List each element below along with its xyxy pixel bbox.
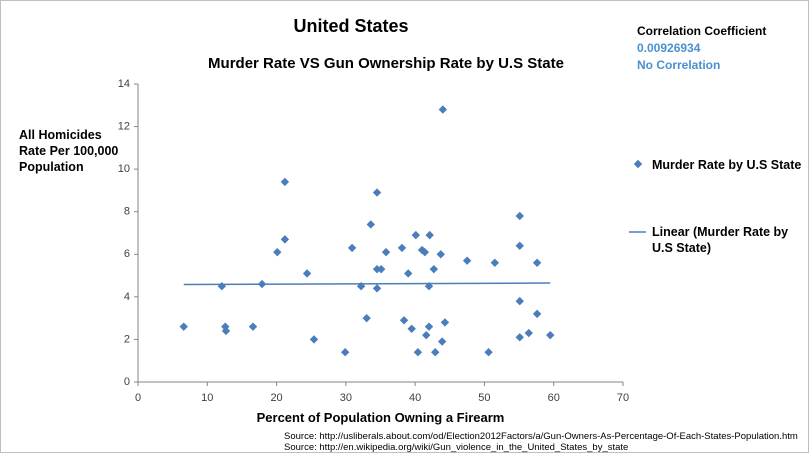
data-point xyxy=(515,211,524,221)
data-point xyxy=(515,241,524,250)
data-point xyxy=(422,330,431,340)
data-point xyxy=(280,235,290,244)
legend-label: Linear (Murder Rate by U.S State) xyxy=(652,225,789,255)
correlation-heading: Correlation Coefficient xyxy=(637,24,767,38)
source-note: Source: http://usliberals.about.com/od/E… xyxy=(284,431,798,442)
data-point xyxy=(248,322,258,331)
x-tick-label: 20 xyxy=(270,392,282,404)
data-point xyxy=(280,177,290,187)
y-tick-label: 8 xyxy=(124,206,130,218)
data-point xyxy=(372,284,382,293)
data-point xyxy=(302,269,312,278)
chart-title: United States xyxy=(293,16,409,36)
data-point xyxy=(437,337,447,346)
x-tick-label: 50 xyxy=(478,392,490,404)
legend-marker xyxy=(633,159,643,169)
legend-label: Murder Rate by U.S State xyxy=(652,158,802,172)
correlation-verdict: No Correlation xyxy=(637,58,721,72)
y-tick-label: 2 xyxy=(124,333,130,345)
data-point xyxy=(438,105,448,114)
chart-subtitle: Murder Rate VS Gun Ownership Rate by U.S… xyxy=(208,55,564,72)
y-tick-label: 6 xyxy=(124,248,130,260)
x-axis-title: Percent of Population Owning a Firearm xyxy=(256,410,505,425)
x-tick-label: 30 xyxy=(340,392,352,404)
y-tick-label: 10 xyxy=(118,163,130,175)
data-point xyxy=(440,318,450,327)
data-point xyxy=(431,348,440,357)
data-point xyxy=(425,230,434,240)
x-tick-label: 10 xyxy=(201,392,213,404)
y-tick-label: 4 xyxy=(124,291,130,303)
data-point xyxy=(524,328,533,338)
data-point xyxy=(372,188,382,197)
data-point xyxy=(309,335,319,344)
source-note: Source: http://en.wikipedia.org/wiki/Gun… xyxy=(284,442,629,453)
data-point xyxy=(362,313,371,323)
y-tick-label: 14 xyxy=(118,78,130,90)
y-tick-label: 12 xyxy=(118,120,130,132)
data-point xyxy=(397,243,407,253)
data-point xyxy=(347,243,357,253)
data-point xyxy=(399,316,409,325)
data-point xyxy=(546,330,555,340)
data-point xyxy=(515,333,524,342)
correlation-value: 0.00926934 xyxy=(637,41,701,55)
data-point xyxy=(273,247,282,257)
data-point xyxy=(429,264,439,274)
data-point xyxy=(381,247,391,257)
data-point xyxy=(490,258,500,267)
data-point xyxy=(436,250,445,259)
data-point xyxy=(420,247,430,257)
data-point xyxy=(532,258,542,267)
x-tick-label: 0 xyxy=(135,392,141,404)
data-point xyxy=(179,322,188,331)
data-point xyxy=(221,326,231,336)
data-point xyxy=(407,324,416,333)
data-point xyxy=(340,348,350,357)
y-tick-label: 0 xyxy=(124,376,130,388)
data-point xyxy=(411,230,421,240)
trend-line xyxy=(183,282,551,286)
data-point xyxy=(424,322,434,331)
data-point xyxy=(413,348,423,357)
x-tick-label: 60 xyxy=(548,392,560,404)
data-point xyxy=(366,220,375,229)
x-tick-label: 40 xyxy=(409,392,421,404)
data-point xyxy=(376,264,386,274)
data-point xyxy=(484,348,493,357)
y-axis-title: All Homicides Rate Per 100,000 Populatio… xyxy=(19,128,119,174)
data-point xyxy=(217,282,227,291)
data-point xyxy=(404,269,413,278)
data-point xyxy=(515,296,524,306)
data-point xyxy=(532,309,542,319)
correlation-box: Correlation Coefficient 0.00926934 No Co… xyxy=(637,23,766,74)
x-tick-label: 70 xyxy=(617,392,629,404)
data-point xyxy=(462,256,472,265)
